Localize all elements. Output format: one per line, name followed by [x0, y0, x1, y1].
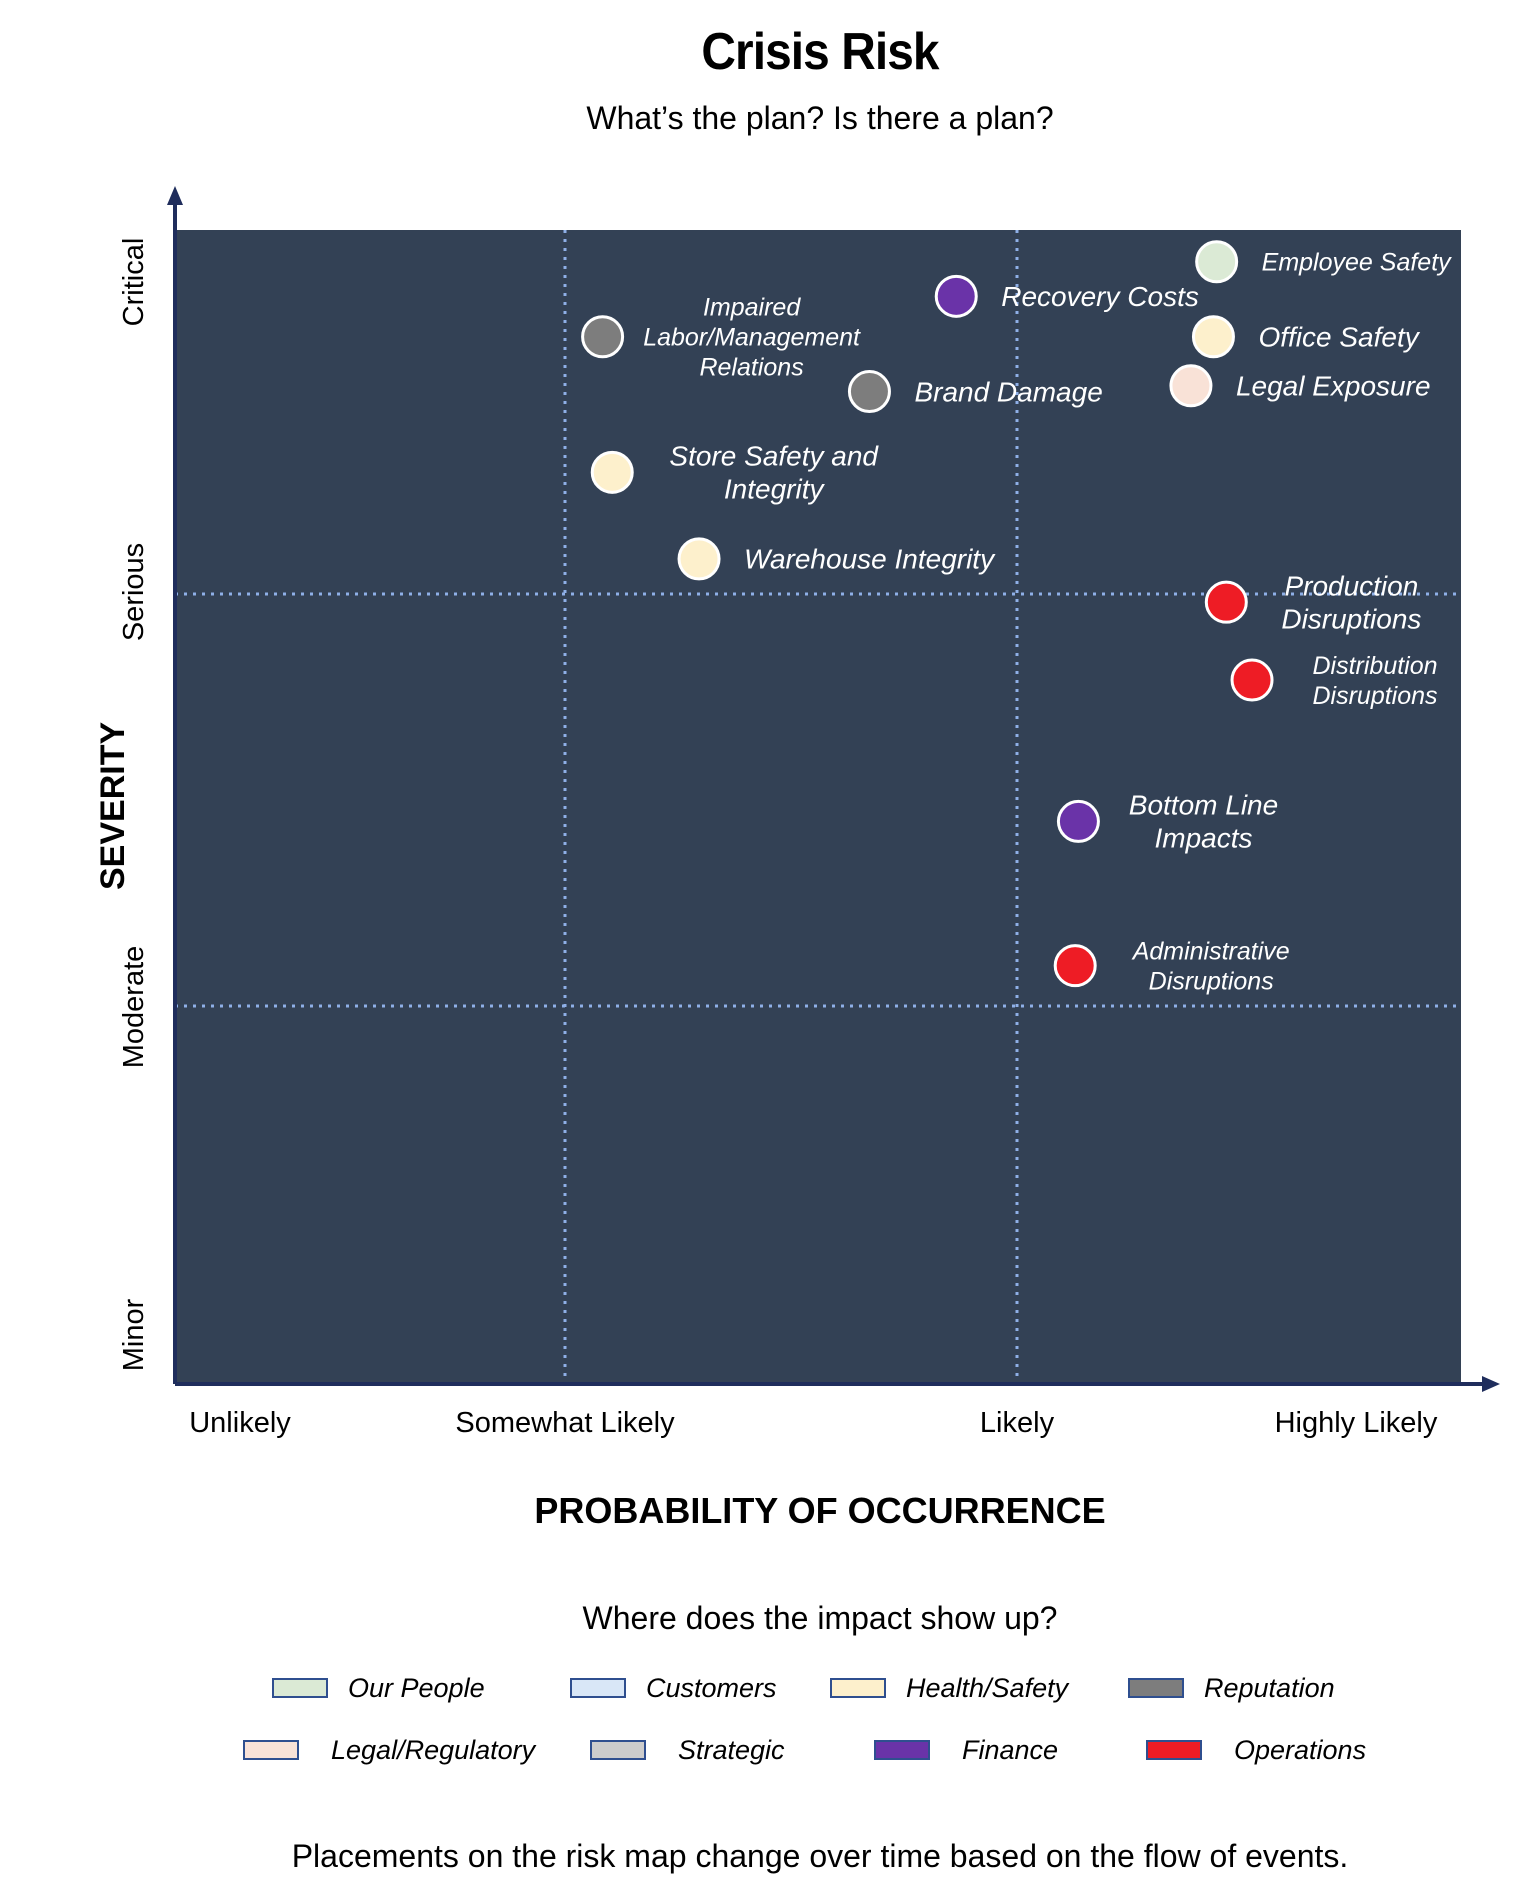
risk-point-label: Distribution Disruptions [1312, 652, 1437, 710]
risk-point [1191, 315, 1235, 359]
y-tick-label: Minor [118, 1298, 150, 1371]
risk-point-label: Office Safety [1258, 322, 1420, 353]
risk-point [1204, 580, 1248, 624]
x-axis-title: PROBABILITY OF OCCURRENCE [534, 1490, 1106, 1531]
risk-point [1169, 364, 1213, 408]
risk-point [934, 274, 978, 318]
risk-point [1053, 944, 1097, 988]
y-tick-label: Critical [118, 238, 150, 327]
x-tick-label: Likely [980, 1407, 1055, 1439]
risk-point-label: Brand Damage [914, 376, 1102, 407]
chart-title: Crisis Risk [701, 23, 939, 81]
risk-point [1056, 799, 1100, 843]
risk-point-label: Bottom Line Impacts [1129, 790, 1278, 854]
risk-point-label: Recovery Costs [1001, 281, 1199, 312]
x-tick-label: Somewhat Likely [455, 1407, 675, 1439]
risk-point [847, 370, 891, 414]
risk-point [581, 315, 625, 359]
x-axis-arrow [1482, 1376, 1500, 1392]
y-axis-title: SEVERITY [94, 721, 132, 890]
y-axis-arrow [167, 186, 183, 205]
risk-point [1195, 240, 1239, 284]
y-tick-label: Moderate [118, 946, 150, 1069]
risk-point [677, 537, 721, 581]
risk-point-label: Legal Exposure [1236, 371, 1431, 402]
risk-point-label: Administrative Disruptions [1131, 937, 1290, 995]
y-tick-label: Serious [118, 543, 150, 641]
plot-background [175, 230, 1461, 1384]
risk-point-label: Production Disruptions [1281, 570, 1421, 634]
footnote: Placements on the risk map change over t… [291, 1838, 1349, 1874]
risk-point-label: Store Safety and Integrity [669, 441, 879, 505]
risk-point-label: Warehouse Integrity [744, 544, 996, 575]
x-tick-label: Unlikely [189, 1407, 291, 1439]
x-tick-label: Highly Likely [1275, 1407, 1438, 1439]
risk-point-label: Employee Safety [1262, 248, 1452, 276]
risk-point [1230, 658, 1274, 702]
legend-title: Where does the impact show up? [582, 1600, 1058, 1636]
risk-point-label: Impaired Labor/Management Relations [643, 293, 861, 381]
risk-point [590, 450, 634, 494]
chart-subtitle: What’s the plan? Is there a plan? [586, 100, 1054, 136]
